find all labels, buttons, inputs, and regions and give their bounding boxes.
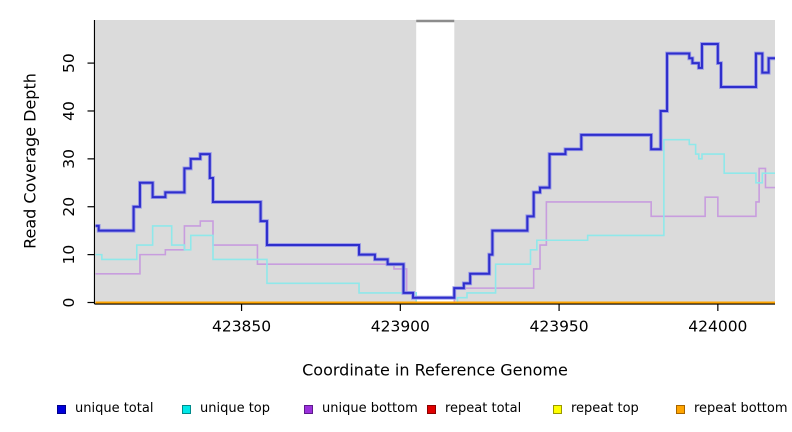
legend-swatch-repeat-total: [427, 404, 436, 414]
legend-item-unique-top: unique top: [182, 401, 270, 417]
legend-swatch-unique-top: [182, 404, 191, 414]
legend-swatch-unique-bottom: [304, 404, 313, 414]
legend-item-unique-total: unique total: [57, 401, 153, 417]
legend-label-unique-top: unique top: [200, 401, 271, 416]
x-axis-title: Coordinate in Reference Genome: [302, 360, 568, 380]
y-tick-label: 40: [60, 101, 78, 121]
legend-item-repeat-top: repeat top: [553, 401, 639, 417]
legend-swatch-repeat-top: [553, 404, 562, 414]
x-tick-label: 423900: [371, 318, 430, 336]
legend-label-repeat-bottom: repeat bottom: [694, 401, 788, 416]
legend-label-unique-total: unique total: [75, 401, 154, 416]
legend-label-unique-bottom: unique bottom: [322, 401, 418, 416]
y-tick-label: 30: [60, 149, 78, 169]
legend-label-repeat-total: repeat total: [445, 401, 522, 416]
series-line-unique-total: [95, 42, 775, 299]
y-axis-title: Read Coverage Depth: [20, 73, 40, 249]
legend-swatch-repeat-bottom: [676, 404, 685, 414]
legend-swatch-unique-total: [57, 404, 66, 414]
x-tick-label: 423850: [212, 318, 271, 336]
x-tick-label: 424000: [688, 318, 747, 336]
legend-item-repeat-total: repeat total: [427, 401, 521, 417]
x-tick-label: 423950: [529, 318, 588, 336]
legend-item-repeat-bottom: repeat bottom: [676, 401, 788, 417]
y-tick-label: 10: [60, 245, 78, 265]
y-tick-label: 50: [60, 53, 78, 73]
y-tick-label: 0: [60, 298, 78, 308]
series-line-unique-top: [95, 138, 775, 304]
y-tick-label: 20: [60, 197, 78, 217]
masked-region: [416, 20, 455, 303]
legend-item-unique-bottom: unique bottom: [304, 401, 418, 417]
legend-label-repeat-top: repeat top: [571, 401, 639, 416]
